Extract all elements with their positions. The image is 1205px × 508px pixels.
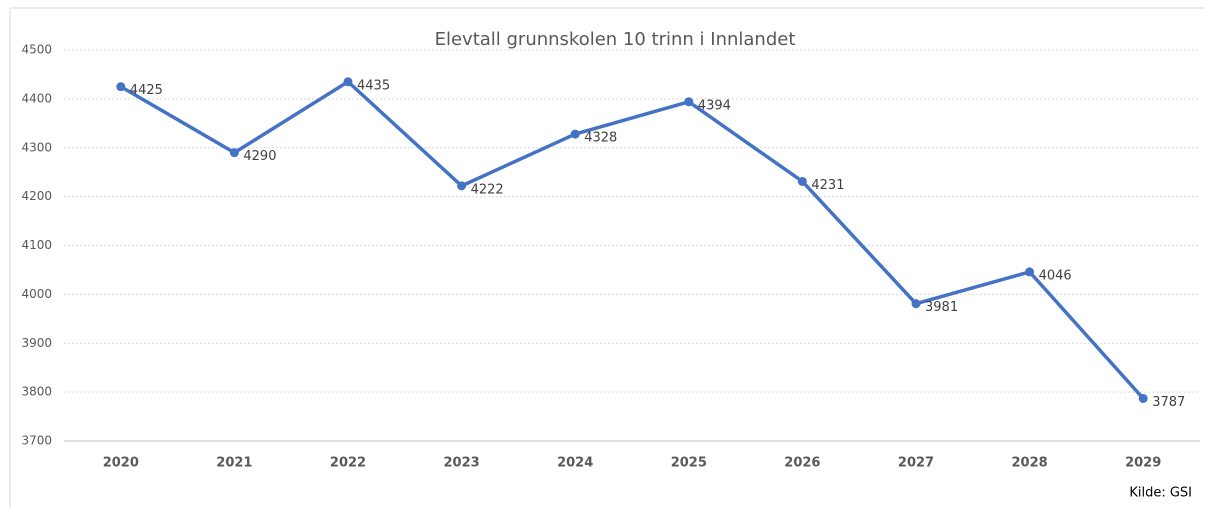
y-tick-label: 4000 xyxy=(21,287,52,301)
x-tick-label: 2026 xyxy=(784,456,820,471)
x-tick-label: 2029 xyxy=(1125,456,1161,471)
data-label: 3981 xyxy=(925,300,958,315)
point xyxy=(457,181,467,191)
point xyxy=(1138,393,1148,403)
data-label: 4328 xyxy=(584,131,617,146)
x-tick-label: 2028 xyxy=(1012,456,1048,471)
point xyxy=(911,299,921,309)
x-tick-label: 2022 xyxy=(330,456,366,471)
chart-title: Elevtall grunnskolen 10 trinn i Innlande… xyxy=(435,29,796,50)
x-tick-label: 2024 xyxy=(557,456,593,471)
y-tick-label: 4200 xyxy=(21,189,52,203)
data-label: 4231 xyxy=(811,178,844,193)
data-label: 4394 xyxy=(698,98,731,113)
y-tick-label: 3900 xyxy=(21,336,52,350)
point xyxy=(684,97,694,107)
data-label: 3787 xyxy=(1152,395,1185,410)
line xyxy=(119,80,1145,400)
data-label: 4435 xyxy=(357,78,390,93)
y-tick-label: 4300 xyxy=(21,140,52,154)
point xyxy=(797,176,807,186)
point xyxy=(343,77,353,87)
y-tick-label: 4500 xyxy=(21,43,52,57)
point xyxy=(570,129,580,139)
x-tick-label: 2023 xyxy=(444,456,480,471)
x-tick-label: 2021 xyxy=(216,456,252,471)
data-label: 4222 xyxy=(471,182,504,197)
source-note: Kilde: GSI xyxy=(1129,486,1192,501)
data-label: 4046 xyxy=(1039,268,1072,283)
x-tick-label: 2025 xyxy=(671,456,707,471)
x-tick-label: 2020 xyxy=(103,456,139,471)
y-tick-label: 4100 xyxy=(21,238,52,252)
point xyxy=(229,148,239,158)
x-tick-label: 2027 xyxy=(898,456,934,471)
point xyxy=(116,82,126,92)
y-tick-label: 3700 xyxy=(21,434,52,448)
y-tick-label: 3800 xyxy=(21,385,52,399)
y-tick-label: 4400 xyxy=(21,91,52,105)
data-label: 4425 xyxy=(130,83,163,98)
data-label: 4290 xyxy=(243,149,276,164)
point xyxy=(1025,267,1035,277)
